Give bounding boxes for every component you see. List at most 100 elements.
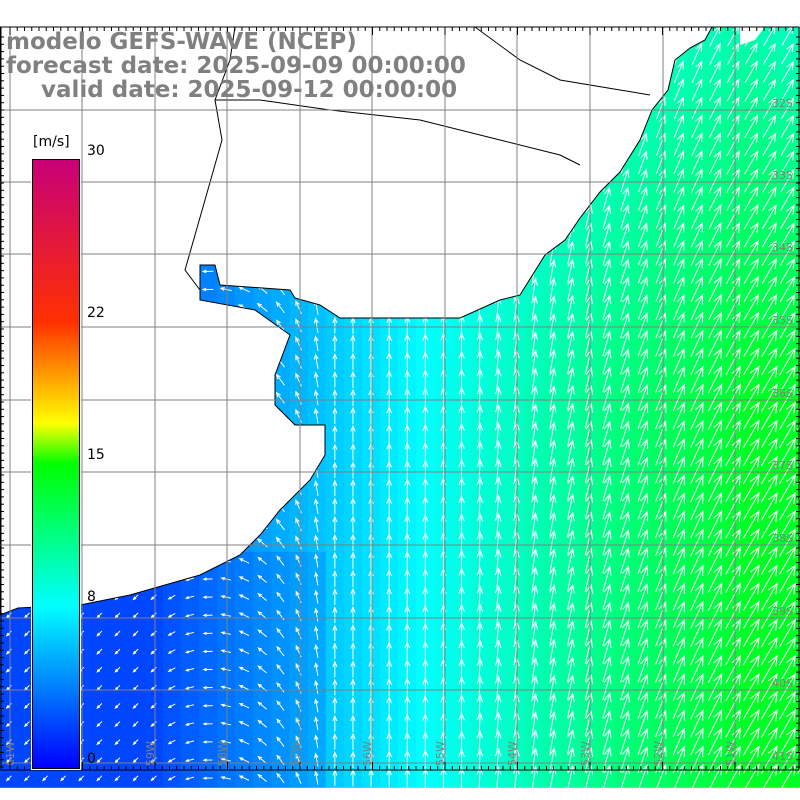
- wind-arrow: [184, 668, 195, 672]
- wind-arrow: [620, 186, 630, 211]
- wind-arrow: [567, 620, 575, 646]
- wind-arrow: [743, 186, 759, 211]
- wind-arrow: [332, 732, 338, 750]
- wind-arrow: [781, 42, 794, 65]
- wind-arrow: [567, 602, 575, 628]
- wind-arrow: [761, 204, 777, 230]
- wind-arrow: [602, 384, 612, 411]
- wind-arrow: [707, 727, 723, 756]
- wind-arrow: [672, 637, 685, 665]
- wind-arrow: [761, 257, 778, 284]
- wind-arrow: [742, 672, 760, 702]
- wind-arrow: [602, 330, 612, 357]
- wind-arrow: [602, 492, 612, 520]
- wind-arrow: [779, 636, 796, 666]
- wind-arrow: [314, 661, 319, 677]
- wind-arrow: [638, 150, 648, 175]
- wind-arrow: [655, 456, 667, 484]
- wind-arrow: [350, 750, 356, 769]
- wind-arrow: [458, 766, 465, 789]
- wind-arrow: [184, 722, 195, 726]
- wind-arrow: [531, 602, 539, 627]
- wind-arrow: [531, 421, 539, 446]
- wind-arrow: [422, 586, 429, 607]
- wind-arrow: [780, 186, 795, 211]
- wind-arrow: [672, 727, 685, 756]
- wind-arrow: [256, 538, 268, 548]
- wind-arrow: [458, 549, 465, 572]
- wind-cell: [796, 117, 800, 137]
- wind-arrow: [673, 186, 685, 211]
- wind-arrow: [238, 739, 250, 745]
- wind-arrow: [760, 727, 778, 756]
- wind-arrow: [458, 658, 465, 680]
- wind-arrow: [760, 383, 778, 412]
- wind-arrow: [275, 319, 285, 332]
- wind-arrow: [690, 455, 704, 484]
- latitude-label: 37S: [772, 459, 793, 472]
- wind-cell: [796, 696, 800, 716]
- wind-arrow: [760, 510, 778, 539]
- wind-arrow: [404, 677, 411, 697]
- latitude-label: 39S: [772, 605, 793, 618]
- wind-cell: [796, 316, 800, 336]
- wind-arrow: [23, 721, 30, 728]
- wind-arrow: [313, 498, 319, 514]
- wind-arrow: [691, 168, 703, 193]
- wind-arrow: [602, 366, 612, 393]
- wind-arrow: [494, 657, 502, 681]
- wind-arrow: [567, 312, 575, 338]
- wind-arrow: [763, 24, 776, 47]
- wind-arrow: [167, 739, 176, 745]
- wind-arrow: [672, 492, 685, 521]
- wind-arrow: [690, 383, 704, 412]
- wind-arrow: [458, 712, 465, 735]
- wind-arrow: [549, 656, 557, 682]
- wind-arrow: [761, 222, 777, 248]
- wind-arrow: [691, 78, 703, 102]
- wind-arrow: [167, 613, 176, 618]
- wind-cell: [796, 298, 800, 318]
- wind-arrow: [422, 495, 429, 517]
- wind-arrow: [690, 293, 704, 321]
- wind-arrow: [691, 186, 703, 211]
- wind-arrow: [458, 531, 465, 554]
- wind-arrow: [476, 730, 484, 753]
- wind-arrow: [602, 312, 612, 338]
- wind-arrow: [779, 510, 796, 539]
- wind-arrow: [238, 757, 250, 763]
- wind-arrow: [150, 757, 157, 764]
- wind-arrow: [386, 641, 392, 661]
- wind-arrow: [476, 368, 484, 391]
- wind-arrow: [690, 709, 704, 738]
- wind-arrow: [760, 437, 778, 467]
- wind-arrow: [637, 745, 649, 774]
- wind-arrow: [655, 222, 666, 248]
- wind-arrow: [761, 239, 777, 266]
- wind-arrow: [404, 441, 411, 462]
- wind-arrow: [531, 439, 539, 464]
- wind-arrow: [619, 655, 630, 683]
- wind-arrow: [257, 629, 268, 638]
- wind-arrow: [602, 529, 612, 556]
- wind-arrow: [655, 420, 667, 448]
- wind-arrow: [620, 168, 630, 193]
- wind-arrow: [780, 96, 795, 120]
- wind-arrow: [202, 722, 213, 726]
- wind-arrow: [275, 301, 285, 314]
- wind-arrow: [707, 455, 723, 485]
- wind-arrow: [779, 365, 796, 394]
- wind-arrow: [744, 96, 759, 120]
- wind-arrow: [620, 366, 630, 393]
- wind-arrow: [404, 586, 411, 607]
- wind-arrow: [238, 666, 250, 673]
- wind-cell: [796, 63, 800, 82]
- wind-arrow: [742, 528, 760, 557]
- wind-arrow: [458, 386, 465, 409]
- wind-arrow: [742, 618, 760, 648]
- wind-arrow: [458, 332, 465, 354]
- wind-arrow: [476, 639, 484, 662]
- wind-arrow: [494, 494, 502, 518]
- wind-arrow: [779, 745, 796, 774]
- wind-arrow: [655, 168, 666, 193]
